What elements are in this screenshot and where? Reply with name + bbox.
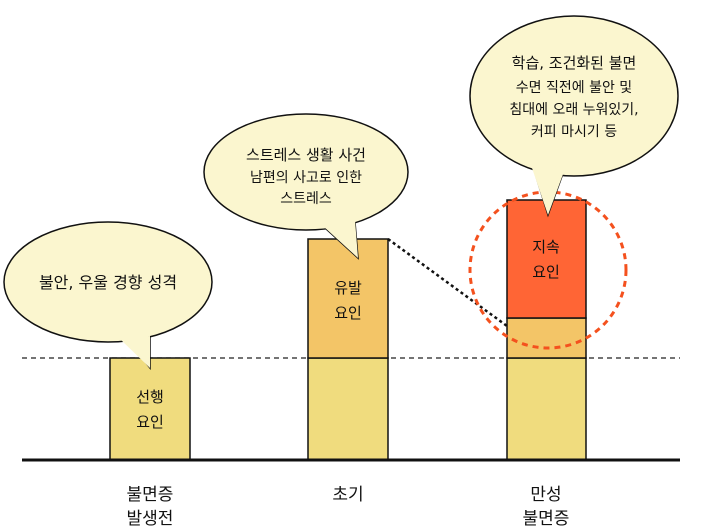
bar-perpetuating	[506, 199, 587, 319]
bubble-perpetuating-line2: 수면 직전에 불안 및	[516, 80, 632, 96]
bar-precipitating-label-line1: 유발	[334, 279, 362, 297]
bubble-predisposing-text: 불안, 우울 경향 성격	[39, 273, 177, 292]
bar-perpetuating-label-line2: 요인	[532, 263, 560, 281]
bar-perpetuating-label-line1: 지속	[532, 238, 560, 256]
bar-precipitating	[307, 238, 389, 359]
bar-predisposing	[109, 357, 191, 461]
bar-precipitating-label-line2: 요인	[334, 304, 362, 322]
speech-bubble-perpetuating	[469, 15, 679, 218]
stage-early-label: 초기	[332, 485, 363, 505]
bubble-precipitating-line1: 스트레스 생활 사건	[246, 146, 366, 164]
bar-chronic-base	[506, 357, 587, 461]
bubble-precipitating-line3: 스트레스	[280, 191, 332, 207]
bar-early-base	[307, 357, 389, 461]
speech-bubble-precipitating	[203, 113, 409, 260]
stage-pre-label-line1: 불면증	[127, 485, 174, 505]
bar-predisposing-label-line2: 요인	[136, 413, 164, 431]
speech-bubble-predisposing	[3, 221, 213, 371]
bar-chronic-precipitating	[506, 317, 587, 359]
bubble-perpetuating-line1: 학습, 조건화된 불면	[512, 54, 637, 72]
bubble-perpetuating-line3: 침대에 오래 누워있기,	[509, 102, 638, 118]
stage-chronic-label-line2: 불면증	[523, 509, 570, 529]
bubble-perpetuating-line4: 커피 마시기 등	[531, 124, 617, 140]
stage-pre-label-line2: 발생전	[127, 509, 174, 529]
bar-predisposing-label-line1: 선행	[136, 388, 164, 406]
connector-dotted-line	[387, 237, 508, 328]
stage-chronic-label-line1: 만성	[530, 485, 561, 505]
bubble-precipitating-line2: 남편의 사고로 인한	[250, 170, 362, 186]
